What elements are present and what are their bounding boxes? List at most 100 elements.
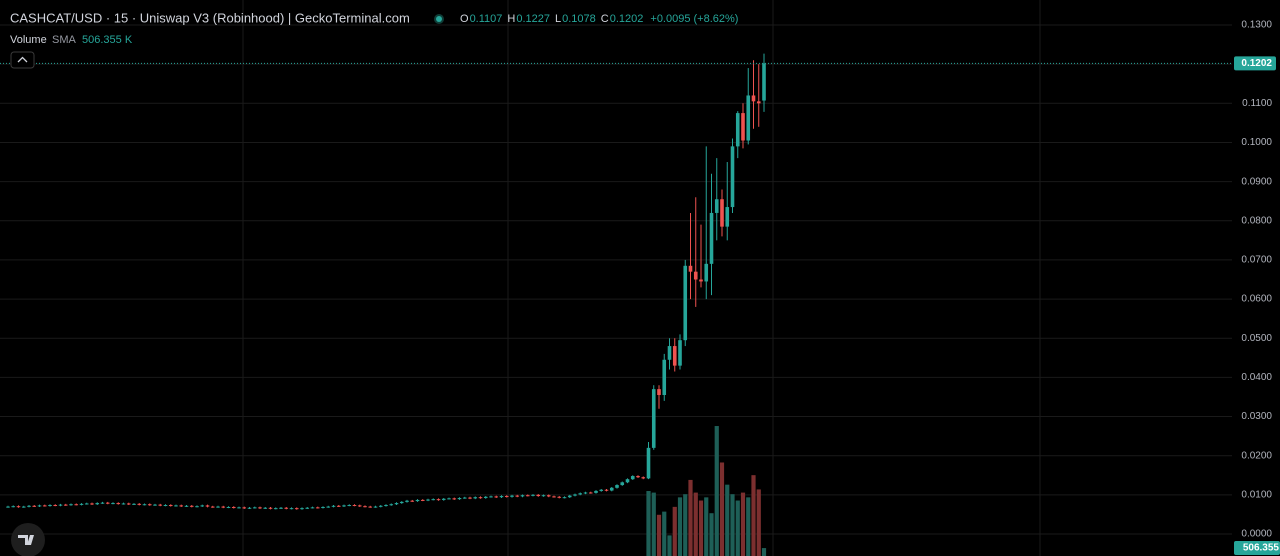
candle-body bbox=[373, 506, 378, 508]
candle-body bbox=[6, 506, 10, 508]
candle-body bbox=[389, 504, 394, 506]
volume-label: Volume bbox=[10, 34, 47, 46]
ohlc-key: C bbox=[601, 13, 609, 25]
candle-body bbox=[16, 506, 21, 508]
candle-body bbox=[651, 389, 656, 448]
candle-body bbox=[536, 494, 541, 497]
candle-body bbox=[273, 508, 278, 510]
candle-body bbox=[289, 508, 294, 510]
candle-body bbox=[58, 504, 63, 506]
candle-body bbox=[79, 503, 84, 505]
candle-body bbox=[237, 507, 241, 509]
candle-body bbox=[730, 146, 735, 208]
candle-body bbox=[567, 495, 572, 498]
candle-body bbox=[515, 495, 520, 497]
volume-bars bbox=[646, 426, 767, 556]
candle-body bbox=[420, 499, 425, 501]
price-axis: 0.0000 0.0100 0.0200 0.0300 0.0400 0.0500 0.06… bbox=[0, 20, 1280, 555]
candle-body bbox=[27, 505, 31, 507]
candle-body bbox=[84, 503, 89, 505]
candle-body bbox=[32, 505, 37, 507]
candle-body bbox=[457, 497, 462, 500]
candle-body bbox=[352, 505, 357, 507]
candle-body bbox=[200, 505, 205, 507]
candle-body bbox=[284, 507, 289, 509]
candle-body bbox=[294, 508, 299, 510]
price-tag-bg bbox=[1234, 56, 1276, 71]
candle-body bbox=[562, 497, 567, 499]
volume-bar bbox=[651, 492, 656, 556]
volume-bar bbox=[761, 548, 767, 556]
candle-body bbox=[452, 498, 457, 500]
volume-bar bbox=[746, 497, 751, 556]
candle-body bbox=[90, 503, 94, 505]
candle-body bbox=[336, 505, 341, 507]
candle-body bbox=[678, 340, 682, 366]
ohlc-value: 0.1107 bbox=[470, 13, 503, 25]
candle-body bbox=[347, 505, 352, 507]
y-tick-label: 0.0500 bbox=[1241, 333, 1272, 344]
volume-bar bbox=[735, 500, 740, 556]
change: +0.0095 (+8.62%) bbox=[650, 13, 738, 25]
candle-body bbox=[525, 495, 530, 497]
candle-body bbox=[499, 496, 504, 498]
collapse-icon bbox=[17, 56, 28, 63]
y-tick-label: 0.0000 bbox=[1241, 529, 1272, 540]
candle-body bbox=[216, 506, 220, 508]
volume-tag-bg bbox=[1234, 540, 1280, 555]
grid bbox=[0, 24, 1232, 535]
candle-body bbox=[163, 505, 168, 507]
candle-body bbox=[431, 499, 436, 501]
collapse-button[interactable] bbox=[10, 51, 35, 69]
y-tick-label: 0.0200 bbox=[1241, 450, 1272, 461]
volume-bar bbox=[714, 426, 719, 556]
candle-body bbox=[63, 504, 68, 506]
sma-label: SMA bbox=[52, 34, 77, 46]
volume-tag: 506.355 bbox=[1243, 543, 1280, 554]
candle-body bbox=[378, 505, 383, 507]
candle-body bbox=[53, 505, 58, 507]
volume-bar bbox=[725, 484, 730, 556]
candle-body bbox=[137, 503, 142, 505]
vertical-grid bbox=[242, 0, 1041, 556]
candle-body bbox=[21, 506, 26, 508]
candle-body bbox=[415, 499, 420, 502]
candle-body bbox=[741, 113, 745, 141]
candle-body bbox=[688, 265, 693, 272]
price-tag: 0.1202 bbox=[1241, 58, 1272, 69]
candle-body bbox=[473, 497, 478, 499]
candle-body bbox=[426, 499, 430, 501]
candle-body bbox=[179, 505, 184, 507]
ohlc-value: 0.1227 bbox=[516, 13, 550, 25]
candle-body bbox=[699, 279, 703, 282]
candle-body bbox=[468, 497, 472, 499]
candle-body bbox=[121, 503, 126, 505]
volume-bar bbox=[740, 492, 746, 556]
candle-body bbox=[641, 477, 646, 479]
candle-body bbox=[342, 505, 346, 507]
candle-body bbox=[625, 479, 630, 483]
candle-body bbox=[762, 63, 766, 101]
candle-body bbox=[546, 495, 551, 497]
volume-bar bbox=[688, 479, 693, 556]
candle-body bbox=[751, 95, 756, 102]
candle-body bbox=[720, 199, 724, 227]
candle-body bbox=[158, 504, 163, 506]
volume-bar bbox=[646, 491, 651, 556]
candle-body bbox=[615, 485, 619, 488]
y-tick-label: 0.0100 bbox=[1241, 489, 1272, 500]
ohlc-value: 0.1202 bbox=[610, 13, 644, 25]
candle-body bbox=[74, 504, 79, 506]
candle-body bbox=[557, 496, 562, 498]
y-tick-label: 0.0800 bbox=[1241, 215, 1272, 226]
y-tick-label: 0.0700 bbox=[1241, 255, 1272, 266]
candle-body bbox=[221, 506, 226, 508]
candle-body bbox=[646, 447, 651, 479]
candle-body bbox=[636, 476, 640, 478]
candle-body bbox=[315, 507, 320, 509]
ohlc-key: H bbox=[507, 13, 515, 25]
candle-body bbox=[510, 495, 514, 497]
chart-title: CASHCAT/USD · 15 · Uniswap V3 (Robinhood… bbox=[10, 10, 410, 25]
candle-body bbox=[210, 506, 215, 508]
